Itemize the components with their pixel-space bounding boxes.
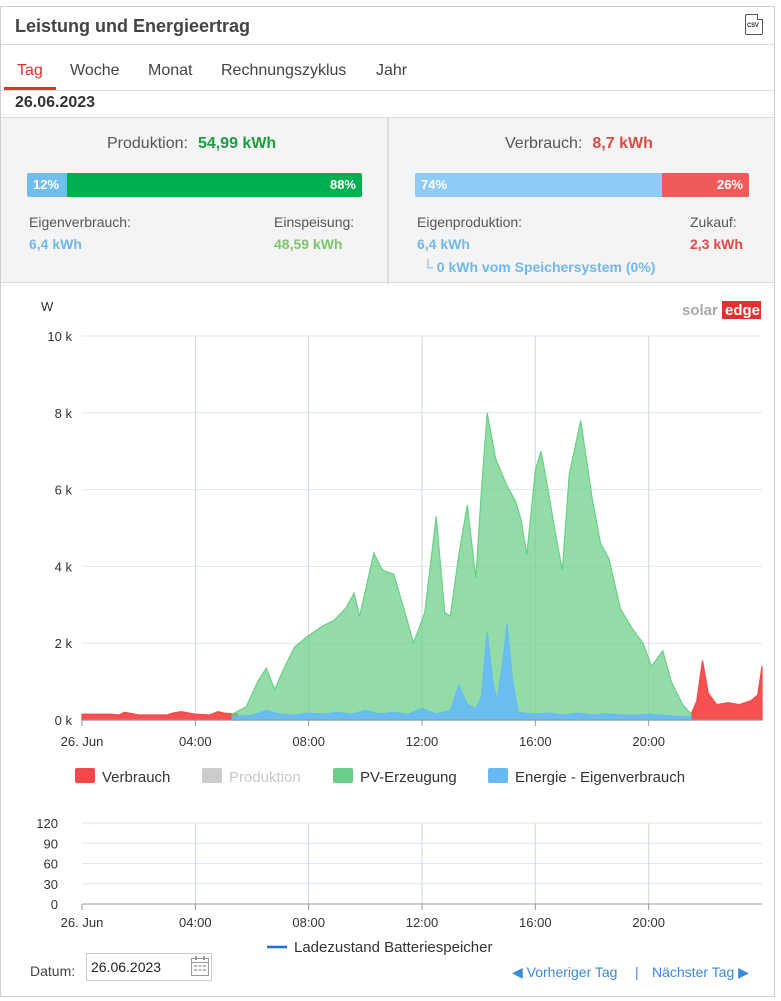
- nav-separator: |: [635, 964, 639, 980]
- csv-icon-label: CSV: [747, 23, 759, 29]
- tab-month[interactable]: Monat: [148, 62, 193, 79]
- production-heading: Produktion: 54,99 kWh: [107, 135, 276, 153]
- x-tick-label: 26. Jun: [61, 734, 104, 749]
- legend-swatch: [488, 768, 508, 783]
- purchase-label: Zukauf:: [690, 214, 737, 230]
- energy-summary: Produktion: 54,99 kWh 12% 88% Eigenverbra…: [1, 117, 774, 284]
- y-tick-label: 0 k: [55, 713, 73, 728]
- csv-export-icon[interactable]: CSV: [745, 14, 763, 35]
- small-y-tick-label: 90: [44, 836, 58, 851]
- legend-label: Ladezustand Batteriespeicher: [294, 939, 492, 956]
- previous-day-link[interactable]: ◀ Vorheriger Tag: [512, 964, 617, 981]
- x-tick-label: 04:00: [179, 734, 212, 749]
- date-picker-label: Datum:: [30, 963, 76, 979]
- x-tick-label: 16:00: [519, 734, 552, 749]
- storage-note: └ 0 kWh vom Speichersystem (0%): [423, 259, 656, 275]
- y-tick-label: 2 k: [55, 636, 73, 651]
- feed-in-label: Einspeisung:: [274, 214, 355, 230]
- logo-solar-text: solar: [682, 302, 718, 319]
- legend-swatch: [75, 768, 95, 783]
- tab-day[interactable]: Tag: [17, 62, 43, 79]
- consumption-bar: 74% 26%: [415, 173, 749, 197]
- small-x-tick-label: 04:00: [179, 915, 212, 930]
- y-tick-label: 8 k: [55, 406, 73, 421]
- self-production-label: Eigenproduktion:: [417, 214, 523, 230]
- chevron-right-icon: ▶: [734, 964, 749, 980]
- x-tick-label: 12:00: [406, 734, 439, 749]
- legend-swatch: [333, 768, 353, 783]
- legend-swatch: [202, 768, 222, 783]
- tab-year[interactable]: Jahr: [376, 62, 408, 79]
- area-verbrauch: [81, 660, 763, 721]
- production-bar: 12% 88%: [27, 173, 362, 197]
- y-tick-label: 6 k: [55, 483, 73, 498]
- small-x-tick-label: 16:00: [519, 915, 552, 930]
- small-x-tick-label: 20:00: [632, 915, 665, 930]
- consumption-heading: Verbrauch: 8,7 kWh: [505, 135, 653, 153]
- consumption-bar-purchase: 26%: [662, 173, 749, 197]
- selected-date: 26.06.2023: [15, 94, 96, 111]
- consumption-label: Verbrauch:: [505, 135, 583, 152]
- x-tick-label: 08:00: [292, 734, 325, 749]
- next-day-link[interactable]: Nächster Tag ▶: [652, 964, 749, 981]
- small-y-tick-label: 120: [36, 816, 58, 831]
- next-day-label: Nächster Tag: [652, 964, 735, 980]
- x-tick-label: 20:00: [632, 734, 665, 749]
- active-tab-indicator: [4, 87, 56, 90]
- y-tick-label: 4 k: [55, 559, 73, 574]
- widget-title: Leistung und Energieertrag: [15, 16, 251, 36]
- small-y-tick-label: 60: [44, 857, 58, 872]
- y-tick-label: 10 k: [47, 329, 72, 344]
- small-x-tick-label: 12:00: [406, 915, 439, 930]
- purchase-value: 2,3 kWh: [690, 236, 743, 252]
- small-y-tick-label: 0: [51, 897, 58, 912]
- small-x-tick-label: 26. Jun: [61, 915, 104, 930]
- chevron-left-icon: ◀: [512, 964, 527, 980]
- legend-label: Produktion: [229, 769, 301, 786]
- tab-week[interactable]: Woche: [70, 62, 120, 79]
- legend-label: Verbrauch: [102, 769, 170, 786]
- previous-day-label: Vorheriger Tag: [526, 964, 618, 980]
- small-y-tick-label: 30: [44, 877, 58, 892]
- consumption-value: 8,7 kWh: [592, 135, 653, 152]
- legend-label: PV-Erzeugung: [360, 769, 457, 786]
- summary-divider: [387, 118, 389, 284]
- logo-edge-text: edge: [725, 302, 760, 319]
- widget-header: Leistung und Energieertrag CSV: [1, 7, 774, 45]
- production-bar-feed-in: 88%: [67, 173, 362, 197]
- consumption-bar-self-production: 74%: [415, 173, 663, 197]
- period-tabs: Tag Woche Monat Rechnungszyklus Jahr: [1, 57, 774, 91]
- self-consumption-value: 6,4 kWh: [29, 236, 82, 252]
- energy-widget: Leistung und Energieertrag CSV Tag Woche…: [0, 6, 775, 997]
- legend-label: Energie - Eigenverbrauch: [515, 769, 685, 786]
- y-axis-unit-label: W: [41, 299, 54, 314]
- self-consumption-label: Eigenverbrauch:: [29, 214, 131, 230]
- logo-edge-box: [722, 301, 761, 319]
- small-x-tick-label: 08:00: [292, 915, 325, 930]
- self-production-value: 6,4 kWh: [417, 236, 470, 252]
- area-pv-erzeugung: [231, 412, 692, 721]
- solaredge-logo: solar edge: [682, 301, 761, 319]
- area-energie-eigenverbrauch: [231, 623, 692, 721]
- production-value: 54,99 kWh: [197, 135, 277, 152]
- tab-billing-cycle[interactable]: Rechnungszyklus: [221, 62, 347, 79]
- calendar-icon[interactable]: [190, 955, 210, 977]
- production-label: Produktion:: [107, 135, 188, 152]
- feed-in-value: 48,59 kWh: [274, 236, 343, 252]
- production-bar-self-consumption: 12%: [27, 173, 68, 197]
